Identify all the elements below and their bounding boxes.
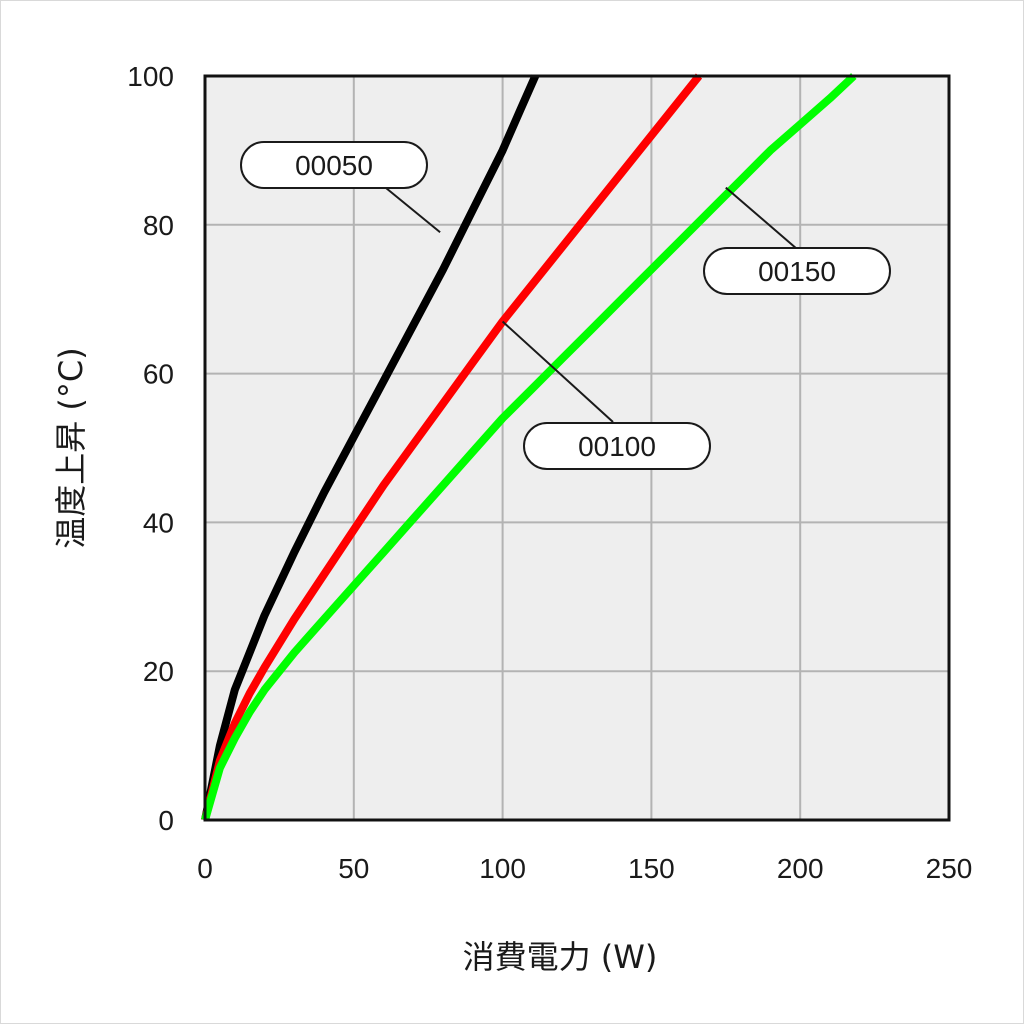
callout-box-00050 (240, 141, 428, 189)
y-tick-label: 60 (143, 359, 174, 390)
callouts: 00050 00100 00150 (240, 141, 891, 470)
series-line-00100 (201, 73, 703, 821)
leader-line-00100 (501, 320, 614, 423)
series-line-00150 (201, 73, 857, 822)
series-line-00050 (201, 74, 539, 821)
callout-leaders (385, 186, 798, 423)
y-tick-label: 0 (158, 805, 174, 836)
y-tick-label: 80 (143, 210, 174, 241)
x-tick-label: 0 (197, 853, 213, 884)
leader-line-00150 (725, 186, 798, 250)
x-axis-title: 消費電力 (W) (463, 938, 658, 976)
y-axis-ticks: 0 20 40 60 80 100 (127, 61, 174, 836)
y-tick-label: 20 (143, 656, 174, 687)
callout-box-00100 (523, 422, 711, 470)
x-axis-ticks: 0 50 100 150 200 250 (197, 853, 972, 884)
leader-line-00050 (385, 187, 441, 234)
callout-label-00050: 00050 (295, 150, 373, 181)
x-tick-label: 250 (926, 853, 973, 884)
x-tick-label: 50 (338, 853, 369, 884)
callout-label-00100: 00100 (578, 431, 656, 462)
plot-border (203, 74, 951, 822)
x-tick-label: 150 (628, 853, 675, 884)
x-tick-label: 100 (479, 853, 526, 884)
y-tick-label: 100 (127, 61, 174, 92)
y-axis-title: 温度上昇 (°C) (52, 347, 90, 549)
callout-label-00150: 00150 (758, 256, 836, 287)
x-tick-label: 200 (777, 853, 824, 884)
series-layer (201, 73, 857, 822)
y-tick-label: 40 (143, 507, 174, 538)
callout-box-00150 (703, 247, 891, 295)
